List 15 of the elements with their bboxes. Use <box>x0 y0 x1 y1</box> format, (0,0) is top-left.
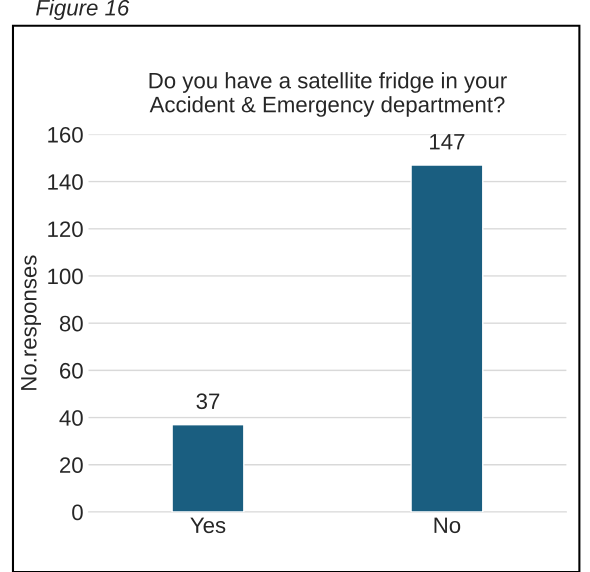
chart-title: Do you have a satellite fridge in your Accident & Emergency department? <box>150 72 507 117</box>
data-label: 37 <box>196 393 220 410</box>
x-tick-label: Yes <box>190 518 226 534</box>
y-tick-label: 140 <box>48 174 83 190</box>
y-tick-label: 120 <box>48 221 83 238</box>
x-tick-label: No <box>434 518 460 534</box>
y-tick-label: 160 <box>48 126 83 143</box>
data-label: 147 <box>430 134 464 150</box>
y-tick-label: 40 <box>59 410 83 426</box>
y-axis-title: No.responses <box>21 255 42 390</box>
y-tick-label: 60 <box>60 362 83 379</box>
y-tick-label: 100 <box>48 268 83 284</box>
y-tick-label: 20 <box>60 457 83 474</box>
y-tick-label: 80 <box>60 316 83 332</box>
y-tick-label: 0 <box>72 504 83 520</box>
